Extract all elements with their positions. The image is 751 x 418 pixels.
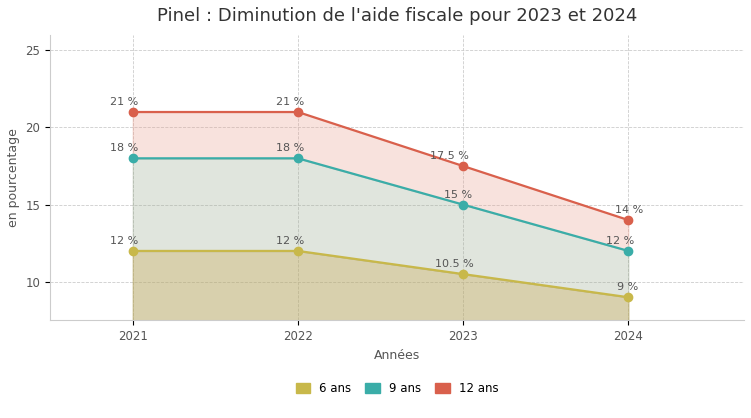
- Text: 12 %: 12 %: [276, 236, 304, 246]
- 6 ans: [624, 295, 633, 300]
- 9 ans: [624, 248, 633, 253]
- Line: 12 ans: 12 ans: [128, 108, 632, 224]
- X-axis label: Années: Années: [374, 349, 421, 362]
- Text: 12 %: 12 %: [110, 236, 139, 246]
- 12 ans: [459, 163, 468, 168]
- Title: Pinel : Diminution de l'aide fiscale pour 2023 et 2024: Pinel : Diminution de l'aide fiscale pou…: [157, 7, 638, 25]
- Line: 6 ans: 6 ans: [128, 247, 632, 301]
- 6 ans: [128, 248, 137, 253]
- Text: 21 %: 21 %: [276, 97, 304, 107]
- 9 ans: [128, 156, 137, 161]
- Text: 10.5 %: 10.5 %: [436, 259, 474, 269]
- Text: 18 %: 18 %: [276, 143, 304, 153]
- 12 ans: [294, 110, 303, 115]
- 6 ans: [294, 248, 303, 253]
- 9 ans: [294, 156, 303, 161]
- Text: 21 %: 21 %: [110, 97, 139, 107]
- 12 ans: [128, 110, 137, 115]
- Y-axis label: en pourcentage: en pourcentage: [7, 128, 20, 227]
- Text: 18 %: 18 %: [110, 143, 139, 153]
- Text: 9 %: 9 %: [617, 282, 638, 292]
- 6 ans: [459, 272, 468, 277]
- Text: 15 %: 15 %: [444, 190, 472, 200]
- Line: 9 ans: 9 ans: [128, 154, 632, 255]
- Legend: 6 ans, 9 ans, 12 ans: 6 ans, 9 ans, 12 ans: [291, 378, 503, 400]
- 9 ans: [459, 202, 468, 207]
- Text: 12 %: 12 %: [606, 236, 635, 246]
- Text: 17.5 %: 17.5 %: [430, 151, 469, 161]
- Text: 14 %: 14 %: [614, 205, 643, 215]
- 12 ans: [624, 217, 633, 222]
